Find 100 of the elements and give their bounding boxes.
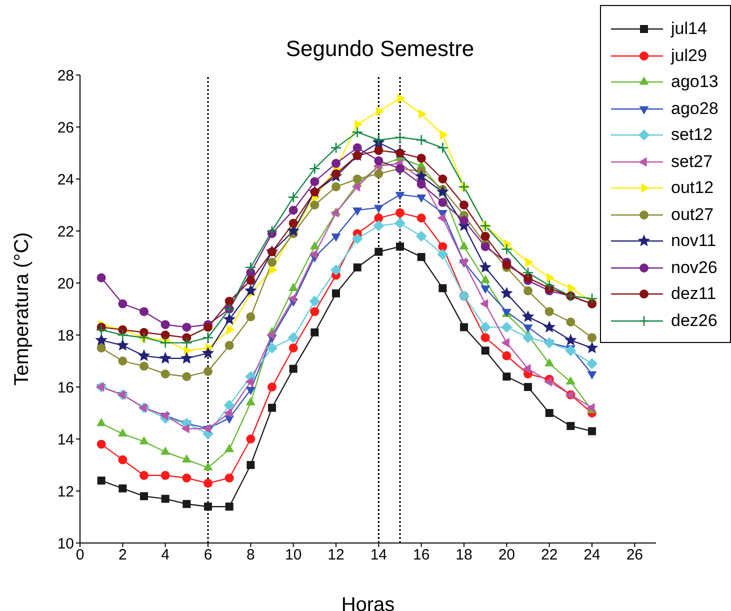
point <box>224 408 232 418</box>
point <box>480 299 488 309</box>
point <box>266 225 278 237</box>
point <box>246 276 256 285</box>
point <box>480 333 490 342</box>
point <box>309 162 320 174</box>
x-tick-label: 12 <box>328 546 344 564</box>
point <box>118 299 128 308</box>
legend-label: ago13 <box>671 72 718 92</box>
point <box>266 330 275 340</box>
x-tick-label: 8 <box>246 546 255 564</box>
point <box>374 204 384 214</box>
point <box>566 318 576 326</box>
point <box>353 263 362 272</box>
point <box>376 106 384 116</box>
point <box>586 342 598 354</box>
point <box>501 338 510 348</box>
point <box>96 418 106 426</box>
y-tick-label: 14 <box>57 431 74 448</box>
y-tick-label: 18 <box>57 327 74 344</box>
point <box>159 352 172 364</box>
legend-label: nov26 <box>671 258 718 278</box>
point <box>140 307 148 316</box>
x-tick-label: 24 <box>584 546 600 564</box>
point <box>288 294 296 304</box>
point <box>140 328 148 337</box>
point <box>309 250 318 260</box>
point <box>330 142 342 154</box>
point <box>416 230 427 242</box>
point <box>374 169 384 178</box>
point <box>545 409 554 417</box>
chart-title: Segundo Semestre <box>284 36 476 62</box>
point <box>331 233 341 242</box>
point <box>332 182 340 192</box>
point <box>564 334 577 346</box>
point <box>397 94 406 104</box>
y-tick-label: 16 <box>57 379 74 396</box>
point <box>180 352 193 364</box>
legend-label: dez11 <box>671 284 716 304</box>
point <box>204 366 212 376</box>
y-tick-label: 10 <box>57 535 74 552</box>
point <box>184 346 192 356</box>
point <box>116 338 129 351</box>
legend-label: dez26 <box>671 310 718 331</box>
point <box>544 307 554 316</box>
point <box>502 372 511 381</box>
point <box>566 376 576 385</box>
x-tick-label: 14 <box>370 546 388 564</box>
point <box>543 320 556 332</box>
y-tick-label: 20 <box>57 275 74 292</box>
point <box>523 324 533 333</box>
point <box>352 182 360 192</box>
point <box>522 364 531 374</box>
point <box>438 198 448 207</box>
point <box>269 265 278 275</box>
point <box>288 206 298 215</box>
point <box>288 218 298 228</box>
point <box>224 474 234 482</box>
point <box>204 478 212 488</box>
point <box>460 323 468 332</box>
point <box>480 220 491 232</box>
x-tick-label: 4 <box>161 546 170 564</box>
point <box>332 169 340 178</box>
point <box>374 214 384 222</box>
point <box>352 126 363 138</box>
point <box>373 220 384 232</box>
point <box>416 214 426 222</box>
point <box>546 273 555 283</box>
point <box>394 218 406 229</box>
point <box>460 216 468 226</box>
point <box>500 286 513 299</box>
point <box>224 400 235 411</box>
point <box>480 232 490 241</box>
point <box>416 154 426 163</box>
point <box>96 324 107 336</box>
point <box>244 284 257 296</box>
point <box>588 427 596 436</box>
point <box>288 192 299 203</box>
point <box>332 289 340 298</box>
point <box>245 262 256 274</box>
x-axis-title: Horas <box>341 594 395 611</box>
point <box>417 253 426 261</box>
point <box>568 283 576 293</box>
point <box>118 455 128 464</box>
point <box>437 248 448 260</box>
point <box>182 474 192 482</box>
point <box>544 377 552 387</box>
legend-label: jul14 <box>671 19 707 40</box>
x-tick-label: 10 <box>284 546 302 564</box>
point <box>458 181 470 192</box>
point <box>374 146 384 155</box>
point <box>310 307 320 316</box>
point <box>352 143 362 152</box>
point <box>459 241 469 250</box>
point <box>288 282 298 291</box>
point <box>138 349 150 362</box>
point <box>354 120 363 130</box>
point <box>438 284 447 292</box>
point <box>202 332 214 344</box>
point <box>586 292 598 304</box>
